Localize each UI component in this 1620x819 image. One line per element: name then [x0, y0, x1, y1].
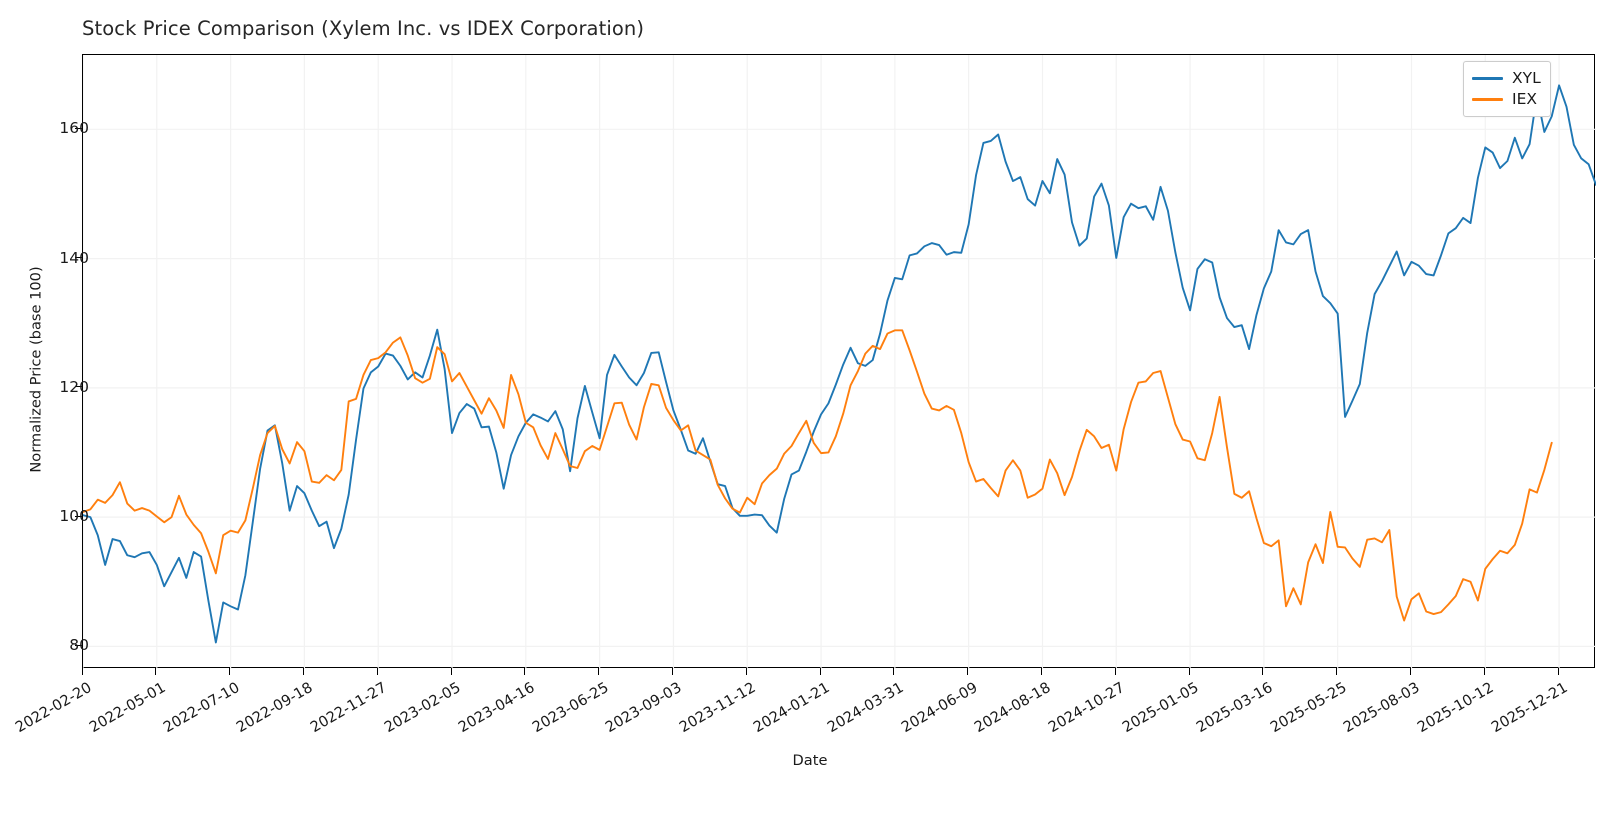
x-tick-label: 2022-11-27	[307, 679, 390, 737]
x-tick-mark	[1557, 668, 1559, 675]
chart-title: Stock Price Comparison (Xylem Inc. vs ID…	[82, 17, 645, 40]
x-tick-mark	[893, 668, 895, 675]
x-tick-mark	[524, 668, 526, 675]
y-axis-title: Normalized Price (base 100)	[27, 266, 45, 473]
y-tick-mark	[75, 644, 82, 646]
x-tick-mark	[1188, 668, 1190, 675]
x-tick-label: 2022-09-18	[233, 679, 316, 737]
x-tick-label: 2023-11-12	[676, 679, 759, 737]
x-tick-label: 2025-12-21	[1488, 679, 1571, 737]
x-tick-mark	[1114, 668, 1116, 675]
y-tick-label: 140	[59, 248, 89, 267]
x-axis-title: Date	[792, 752, 828, 769]
legend-color-swatch	[1472, 98, 1503, 101]
y-tick-label: 160	[59, 119, 89, 138]
x-tick-mark	[1409, 668, 1412, 675]
y-tick-label: 80	[69, 636, 89, 655]
x-tick-label: 2022-02-20	[12, 679, 95, 737]
x-tick-label: 2025-08-03	[1341, 679, 1423, 737]
x-tick-mark	[819, 668, 821, 675]
y-tick-mark	[75, 127, 82, 129]
x-tick-label: 2024-08-18	[972, 679, 1054, 737]
x-tick-mark	[450, 668, 452, 675]
x-tick-label: 2024-06-09	[898, 679, 981, 737]
chart-legend: XYL IEX	[1463, 61, 1551, 117]
legend-item-iex[interactable]: IEX	[1472, 89, 1541, 110]
x-tick-mark	[671, 668, 674, 675]
x-tick-label: 2024-01-21	[750, 679, 833, 737]
legend-label: XYL	[1512, 68, 1541, 87]
x-tick-mark	[229, 668, 231, 675]
plot-area	[82, 54, 1596, 669]
x-tick-label: 2023-09-03	[602, 679, 685, 737]
y-tick-mark	[75, 515, 82, 517]
x-tick-mark	[155, 668, 157, 675]
x-tick-mark	[81, 668, 83, 675]
x-tick-mark	[1336, 668, 1338, 675]
x-tick-mark	[745, 668, 747, 675]
x-tick-label: 2024-10-27	[1045, 679, 1128, 737]
y-tick-label: 120	[59, 377, 89, 396]
x-tick-mark	[1262, 668, 1264, 675]
x-tick-label: 2022-05-01	[86, 679, 169, 737]
x-tick-label: 2023-04-16	[455, 679, 538, 737]
x-tick-label: 2025-03-16	[1193, 679, 1276, 737]
y-tick-mark	[75, 257, 82, 259]
x-tick-label: 2025-05-25	[1267, 679, 1350, 737]
x-tick-label: 2024-03-31	[824, 679, 907, 737]
x-tick-mark	[1040, 668, 1043, 675]
series-line-iex	[83, 329, 1553, 622]
legend-item-xyl[interactable]: XYL	[1472, 68, 1541, 89]
x-tick-label: 2023-02-05	[381, 679, 464, 737]
y-tick-mark	[75, 386, 82, 388]
series-line-xyl	[83, 84, 1596, 644]
x-tick-mark	[598, 668, 600, 675]
x-tick-label: 2025-01-05	[1119, 679, 1202, 737]
x-tick-mark	[1483, 668, 1485, 675]
x-tick-mark	[302, 668, 304, 675]
x-tick-label: 2022-07-10	[160, 679, 243, 737]
legend-color-swatch	[1472, 77, 1503, 80]
plot-lines	[83, 55, 1596, 669]
x-tick-mark	[376, 668, 378, 675]
legend-label: IEX	[1512, 89, 1537, 108]
x-tick-label: 2025-10-12	[1414, 679, 1497, 737]
x-tick-label: 2023-06-25	[529, 679, 612, 737]
y-tick-label: 100	[59, 507, 89, 526]
x-tick-mark	[967, 668, 969, 675]
